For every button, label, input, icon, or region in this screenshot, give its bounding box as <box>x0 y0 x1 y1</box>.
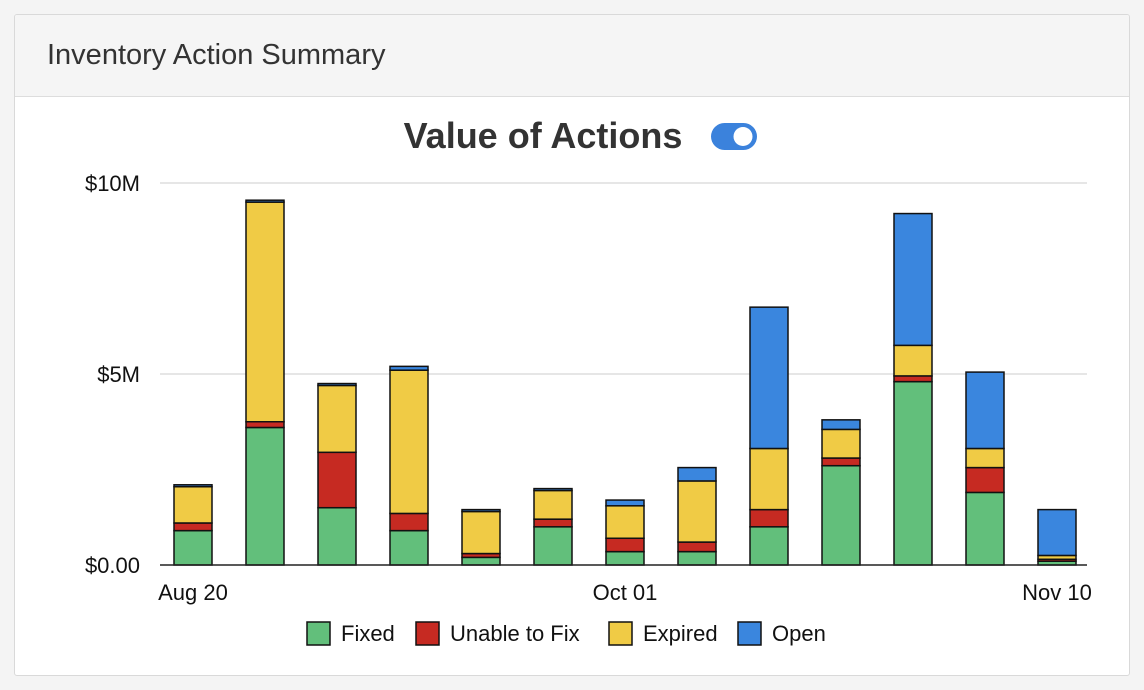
legend-item: Fixed <box>306 621 395 646</box>
bar-segment <box>317 506 357 566</box>
bar-segment <box>317 384 357 454</box>
bar-segment <box>461 510 501 555</box>
bar-segment <box>893 375 933 383</box>
legend-swatch <box>737 621 762 646</box>
bar-segment <box>389 529 429 566</box>
legend-item: Unable to Fix <box>415 621 580 646</box>
bar-segment <box>461 508 501 513</box>
bar-segment <box>317 382 357 387</box>
grid-lines <box>160 182 1087 375</box>
bar-segment <box>1037 508 1077 557</box>
bar-segment <box>821 464 861 566</box>
bar-segment <box>821 457 861 467</box>
bar-segment <box>245 421 285 429</box>
bar-segment <box>893 344 933 377</box>
bar-segment <box>605 505 645 540</box>
legend-label: Expired <box>643 621 718 646</box>
bar-segment <box>533 487 573 492</box>
bars <box>173 199 1077 566</box>
legend-label: Unable to Fix <box>450 621 580 646</box>
bar-segment <box>605 550 645 566</box>
y-tick-label: $0.00 <box>85 553 140 578</box>
bar-segment <box>749 306 789 450</box>
bar-segment <box>749 447 789 511</box>
bar-segment <box>173 529 213 566</box>
y-axis-ticks: $0.00 $5M $10M <box>85 171 140 578</box>
bar-segment <box>821 428 861 459</box>
bar-segment <box>245 199 285 203</box>
bar-segment <box>605 537 645 553</box>
bar-segment <box>245 426 285 566</box>
bar-segment <box>749 508 789 528</box>
panel-header: Inventory Action Summary <box>15 15 1129 97</box>
bar-segment <box>533 526 573 566</box>
bar-segment <box>461 556 501 566</box>
bar-segment <box>893 212 933 347</box>
bar-segment <box>317 451 357 509</box>
bar-segment <box>173 522 213 532</box>
legend-swatch <box>415 621 440 646</box>
value-toggle[interactable] <box>711 123 757 150</box>
legend-label: Open <box>772 621 826 646</box>
bar-segment <box>245 201 285 423</box>
panel-title: Inventory Action Summary <box>47 39 386 71</box>
bar-segment <box>677 550 717 566</box>
bar-segment <box>965 447 1005 469</box>
bar-segment <box>533 489 573 520</box>
x-tick-label: Oct 01 <box>593 580 658 605</box>
bar-segment <box>389 365 429 371</box>
bar-segment <box>965 371 1005 450</box>
legend-item: Expired <box>608 621 718 646</box>
x-tick-label: Nov 10 <box>1022 580 1092 605</box>
bar-segment <box>173 484 213 488</box>
bar-segment <box>533 518 573 528</box>
toggle-knob[interactable] <box>733 127 753 146</box>
chart-title: Value of Actions <box>404 115 683 156</box>
bar-segment <box>965 491 1005 566</box>
bar-segment <box>677 480 717 543</box>
legend-swatch <box>306 621 331 646</box>
bar-segment <box>605 499 645 507</box>
bar-segment <box>389 369 429 515</box>
bar-segment <box>749 526 789 566</box>
bar-segment <box>389 512 429 532</box>
legend-label: Fixed <box>341 621 395 646</box>
bar-segment <box>965 466 1005 494</box>
legend-swatch <box>608 621 633 646</box>
bar-segment <box>821 419 861 431</box>
bar-segment <box>677 541 717 553</box>
bar-segment <box>677 466 717 482</box>
bar-segment <box>173 485 213 524</box>
y-tick-label: $5M <box>97 362 140 387</box>
x-axis-ticks: Aug 20 Oct 01 Nov 10 <box>158 580 1092 605</box>
y-tick-label: $10M <box>85 171 140 196</box>
legend: Fixed Unable to Fix Expired Open <box>306 621 826 646</box>
legend-item: Open <box>737 621 826 646</box>
bar-segment <box>893 380 933 566</box>
x-tick-label: Aug 20 <box>158 580 228 605</box>
